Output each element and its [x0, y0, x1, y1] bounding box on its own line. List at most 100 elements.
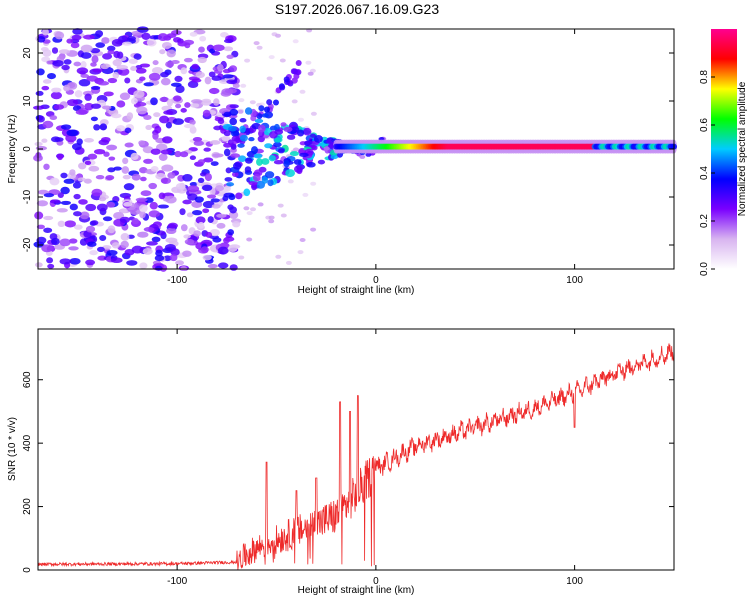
- heatmap-cell: [165, 227, 177, 235]
- heatmap-cell: [183, 57, 193, 63]
- heatmap-cell: [283, 160, 290, 168]
- heatmap-cell: [106, 45, 116, 52]
- heatmap-cell: [183, 234, 191, 239]
- heatmap-cell: [307, 71, 314, 76]
- heatmap-cell: [121, 166, 130, 174]
- heatmap-cell: [248, 136, 255, 142]
- heatmap-cell: [102, 105, 112, 110]
- heatmap-cell: [221, 135, 231, 142]
- heatmap-cell: [253, 153, 263, 159]
- heatmap-cell: [126, 112, 134, 120]
- heatmap-cell: [90, 85, 101, 90]
- heatmap-cell: [72, 143, 82, 151]
- heatmap-cell: [155, 173, 167, 180]
- heatmap-cell: [54, 31, 65, 40]
- heatmap-cell: [101, 37, 110, 44]
- heatmap-cell: [143, 158, 154, 164]
- heatmap-x-ticks: -100 0 100: [167, 29, 583, 286]
- heatmap-cell: [41, 85, 50, 91]
- heatmap-cell: [172, 118, 184, 125]
- heatmap-cell: [192, 137, 203, 142]
- heatmap-cell: [78, 162, 87, 170]
- heatmap-cell: [240, 83, 247, 88]
- heatmap-cell: [268, 215, 275, 220]
- heatmap-cell: [318, 142, 327, 147]
- heatmap-cell: [182, 250, 192, 257]
- heatmap-y-tick-label: -20: [22, 237, 33, 252]
- heatmap-cell: [220, 32, 229, 38]
- snr-plot-frame: [37, 328, 675, 571]
- heatmap-cell: [227, 204, 234, 210]
- heatmap-cell: [143, 227, 155, 232]
- heatmap-cell: [97, 246, 105, 253]
- heatmap-cell: [179, 151, 189, 158]
- heatmap-cell: [302, 192, 309, 197]
- colorbar-label: Normalized spectral amplitude: [737, 81, 748, 216]
- heatmap-cell: [208, 87, 220, 95]
- heatmap-blobs: [33, 26, 677, 272]
- heatmap-cell: [73, 193, 81, 200]
- heatmap-cell: [148, 210, 161, 218]
- heatmap-cell: [83, 34, 95, 40]
- snr-y-tick-label: 0: [22, 567, 33, 573]
- heatmap-cell: [235, 192, 243, 200]
- heatmap-cell: [306, 161, 316, 168]
- heatmap-cell: [95, 42, 106, 48]
- heatmap-cell: [34, 211, 44, 220]
- heatmap-cell: [85, 259, 96, 266]
- heatmap-cell: [135, 67, 147, 74]
- heatmap-cell: [149, 201, 158, 210]
- heatmap-cell: [254, 118, 264, 124]
- heatmap-cell: [239, 134, 248, 142]
- heatmap-cell: [250, 207, 256, 212]
- heatmap-y-axis-label: Frequency (Hz): [7, 115, 18, 184]
- snr-x-tick-label: 0: [373, 576, 379, 587]
- heatmap-cell: [261, 158, 270, 165]
- heatmap-cell: [232, 220, 241, 228]
- heatmap-cell: [146, 241, 158, 246]
- heatmap-cell: [138, 140, 146, 146]
- heatmap-cell: [100, 63, 110, 70]
- heatmap-cell: [203, 157, 214, 163]
- heatmap-cell: [37, 189, 49, 195]
- heatmap-cell: [193, 140, 205, 146]
- heatmap-cell: [217, 118, 225, 125]
- heatmap-cell: [163, 110, 174, 115]
- heatmap-cell: [88, 165, 100, 172]
- heatmap-cell: [119, 216, 130, 224]
- heatmap-cell: [155, 249, 163, 257]
- heatmap-cell: [111, 242, 120, 249]
- heatmap-cell: [122, 41, 132, 46]
- heatmap-cell: [246, 211, 253, 216]
- heatmap-cell: [66, 99, 79, 107]
- heatmap-cell: [182, 174, 193, 182]
- heatmap-cell: [217, 63, 224, 72]
- heatmap-cell: [173, 95, 182, 102]
- heatmap-cell: [63, 178, 75, 184]
- heatmap-cell: [223, 148, 231, 157]
- heatmap-cell: [160, 177, 172, 184]
- heatmap-cell: [253, 41, 260, 46]
- heatmap-cell: [90, 62, 97, 67]
- snr-x-tick-label: 100: [566, 576, 583, 587]
- heatmap-cell: [160, 77, 171, 86]
- heatmap-cell: [35, 146, 48, 151]
- heatmap-cell: [122, 174, 131, 180]
- heatmap-cell: [97, 81, 110, 86]
- heatmap-cell: [162, 136, 173, 144]
- heatmap-cell: [63, 59, 72, 65]
- heatmap-cell: [264, 106, 270, 113]
- heatmap-cell: [36, 224, 45, 230]
- heatmap-cell: [93, 124, 101, 131]
- heatmap-cell: [66, 38, 74, 44]
- heatmap-cell: [212, 237, 222, 243]
- heatmap-cell: [292, 39, 299, 44]
- heatmap-cell: [298, 117, 304, 122]
- snr-x-ticks: -100 0 100: [167, 329, 583, 587]
- heatmap-cell: [69, 257, 81, 265]
- heatmap-cell: [107, 167, 116, 173]
- heatmap-cell: [174, 75, 183, 82]
- heatmap-cell: [127, 36, 136, 42]
- heatmap-cell: [136, 26, 149, 33]
- heatmap-cell: [274, 137, 283, 143]
